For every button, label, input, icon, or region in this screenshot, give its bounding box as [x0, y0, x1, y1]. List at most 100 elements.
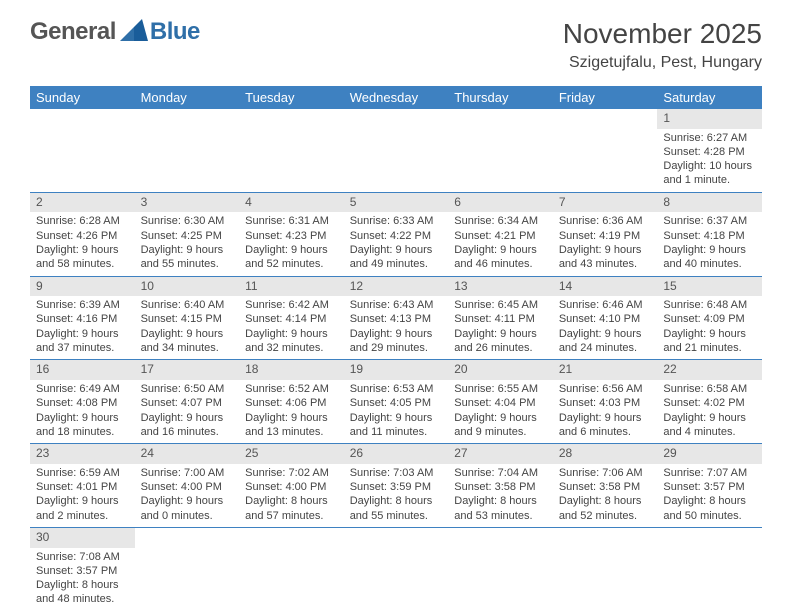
week-content-row: Sunrise: 6:49 AMSunset: 4:08 PMDaylight:…: [30, 380, 762, 444]
logo-icon: [120, 19, 148, 46]
day-number-cell: 5: [344, 192, 449, 212]
day-text: Sunrise: 6:52 AMSunset: 4:06 PMDaylight:…: [239, 380, 344, 443]
sunrise-text: Sunrise: 6:45 AM: [454, 298, 547, 312]
day-number: 12: [344, 277, 449, 297]
daylight-text: Daylight: 9 hours and 58 minutes.: [36, 243, 129, 272]
daylight-text: Daylight: 9 hours and 29 minutes.: [350, 327, 443, 356]
daylight-text: Daylight: 8 hours and 57 minutes.: [245, 494, 338, 523]
sunset-text: Sunset: 4:00 PM: [141, 480, 234, 494]
day-number: 2: [30, 193, 135, 213]
sunset-text: Sunset: 4:10 PM: [559, 312, 652, 326]
weekday-header: Thursday: [448, 86, 553, 109]
day-number: 13: [448, 277, 553, 297]
sunset-text: Sunset: 4:01 PM: [36, 480, 129, 494]
sunrise-text: Sunrise: 7:00 AM: [141, 466, 234, 480]
sunrise-text: Sunrise: 6:39 AM: [36, 298, 129, 312]
day-number: 14: [553, 277, 658, 297]
daylight-text: Daylight: 9 hours and 2 minutes.: [36, 494, 129, 523]
day-content-cell: Sunrise: 6:48 AMSunset: 4:09 PMDaylight:…: [657, 296, 762, 360]
sunset-text: Sunset: 3:57 PM: [663, 480, 756, 494]
sunset-text: Sunset: 4:19 PM: [559, 229, 652, 243]
day-number: 11: [239, 277, 344, 297]
sunrise-text: Sunrise: 6:42 AM: [245, 298, 338, 312]
day-number-cell: [239, 527, 344, 547]
sunrise-text: Sunrise: 6:36 AM: [559, 214, 652, 228]
day-number-cell: [448, 109, 553, 129]
day-content-cell: Sunrise: 7:06 AMSunset: 3:58 PMDaylight:…: [553, 464, 658, 528]
daylight-text: Daylight: 8 hours and 48 minutes.: [36, 578, 129, 607]
day-number-cell: 19: [344, 360, 449, 380]
sunset-text: Sunset: 4:23 PM: [245, 229, 338, 243]
day-number-cell: 22: [657, 360, 762, 380]
weekday-header: Sunday: [30, 86, 135, 109]
daylight-text: Daylight: 9 hours and 55 minutes.: [141, 243, 234, 272]
day-content-cell: [553, 129, 658, 193]
logo-text-general: General: [30, 18, 116, 46]
sunset-text: Sunset: 3:58 PM: [454, 480, 547, 494]
sunrise-text: Sunrise: 7:07 AM: [663, 466, 756, 480]
day-number: 4: [239, 193, 344, 213]
day-text: Sunrise: 6:36 AMSunset: 4:19 PMDaylight:…: [553, 212, 658, 275]
day-text: Sunrise: 6:55 AMSunset: 4:04 PMDaylight:…: [448, 380, 553, 443]
day-number-cell: 16: [30, 360, 135, 380]
weekday-header: Wednesday: [344, 86, 449, 109]
day-number-cell: 18: [239, 360, 344, 380]
day-text: Sunrise: 6:42 AMSunset: 4:14 PMDaylight:…: [239, 296, 344, 359]
day-content-cell: [448, 129, 553, 193]
day-content-cell: Sunrise: 6:36 AMSunset: 4:19 PMDaylight:…: [553, 212, 658, 276]
day-content-cell: [657, 548, 762, 611]
day-number: 5: [344, 193, 449, 213]
sunset-text: Sunset: 4:09 PM: [663, 312, 756, 326]
sunrise-text: Sunrise: 6:49 AM: [36, 382, 129, 396]
title-block: November 2025 Szigetujfalu, Pest, Hungar…: [563, 18, 762, 72]
day-number: 18: [239, 360, 344, 380]
day-content-cell: Sunrise: 7:00 AMSunset: 4:00 PMDaylight:…: [135, 464, 240, 528]
day-content-cell: Sunrise: 6:43 AMSunset: 4:13 PMDaylight:…: [344, 296, 449, 360]
sunrise-text: Sunrise: 7:02 AM: [245, 466, 338, 480]
daylight-text: Daylight: 9 hours and 0 minutes.: [141, 494, 234, 523]
day-number-cell: 26: [344, 444, 449, 464]
location: Szigetujfalu, Pest, Hungary: [563, 54, 762, 72]
day-number-cell: [135, 109, 240, 129]
day-number: 23: [30, 444, 135, 464]
day-text: Sunrise: 6:31 AMSunset: 4:23 PMDaylight:…: [239, 212, 344, 275]
daylight-text: Daylight: 9 hours and 16 minutes.: [141, 411, 234, 440]
week-daynum-row: 1: [30, 109, 762, 129]
day-text: Sunrise: 6:45 AMSunset: 4:11 PMDaylight:…: [448, 296, 553, 359]
day-number-cell: 27: [448, 444, 553, 464]
day-number: 15: [657, 277, 762, 297]
sunset-text: Sunset: 4:25 PM: [141, 229, 234, 243]
sunrise-text: Sunrise: 6:31 AM: [245, 214, 338, 228]
daylight-text: Daylight: 9 hours and 18 minutes.: [36, 411, 129, 440]
weekday-header: Saturday: [657, 86, 762, 109]
daylight-text: Daylight: 9 hours and 46 minutes.: [454, 243, 547, 272]
day-content-cell: Sunrise: 6:50 AMSunset: 4:07 PMDaylight:…: [135, 380, 240, 444]
daylight-text: Daylight: 9 hours and 24 minutes.: [559, 327, 652, 356]
day-number-cell: [553, 527, 658, 547]
day-content-cell: Sunrise: 7:08 AMSunset: 3:57 PMDaylight:…: [30, 548, 135, 611]
sunrise-text: Sunrise: 6:33 AM: [350, 214, 443, 228]
sunset-text: Sunset: 4:15 PM: [141, 312, 234, 326]
daylight-text: Daylight: 9 hours and 26 minutes.: [454, 327, 547, 356]
day-content-cell: Sunrise: 6:31 AMSunset: 4:23 PMDaylight:…: [239, 212, 344, 276]
sunrise-text: Sunrise: 6:55 AM: [454, 382, 547, 396]
daylight-text: Daylight: 10 hours and 1 minute.: [663, 159, 756, 188]
day-text: Sunrise: 6:33 AMSunset: 4:22 PMDaylight:…: [344, 212, 449, 275]
day-number-cell: 8: [657, 192, 762, 212]
day-number-cell: [344, 527, 449, 547]
day-number-cell: 14: [553, 276, 658, 296]
daylight-text: Daylight: 9 hours and 40 minutes.: [663, 243, 756, 272]
day-number-cell: 12: [344, 276, 449, 296]
day-number: 7: [553, 193, 658, 213]
daylight-text: Daylight: 9 hours and 43 minutes.: [559, 243, 652, 272]
sunset-text: Sunset: 3:59 PM: [350, 480, 443, 494]
week-daynum-row: 9101112131415: [30, 276, 762, 296]
day-number: 9: [30, 277, 135, 297]
sunrise-text: Sunrise: 7:04 AM: [454, 466, 547, 480]
day-text: Sunrise: 6:34 AMSunset: 4:21 PMDaylight:…: [448, 212, 553, 275]
day-number: 17: [135, 360, 240, 380]
day-text: Sunrise: 6:48 AMSunset: 4:09 PMDaylight:…: [657, 296, 762, 359]
day-content-cell: Sunrise: 7:04 AMSunset: 3:58 PMDaylight:…: [448, 464, 553, 528]
day-text: Sunrise: 6:46 AMSunset: 4:10 PMDaylight:…: [553, 296, 658, 359]
day-number-cell: 3: [135, 192, 240, 212]
